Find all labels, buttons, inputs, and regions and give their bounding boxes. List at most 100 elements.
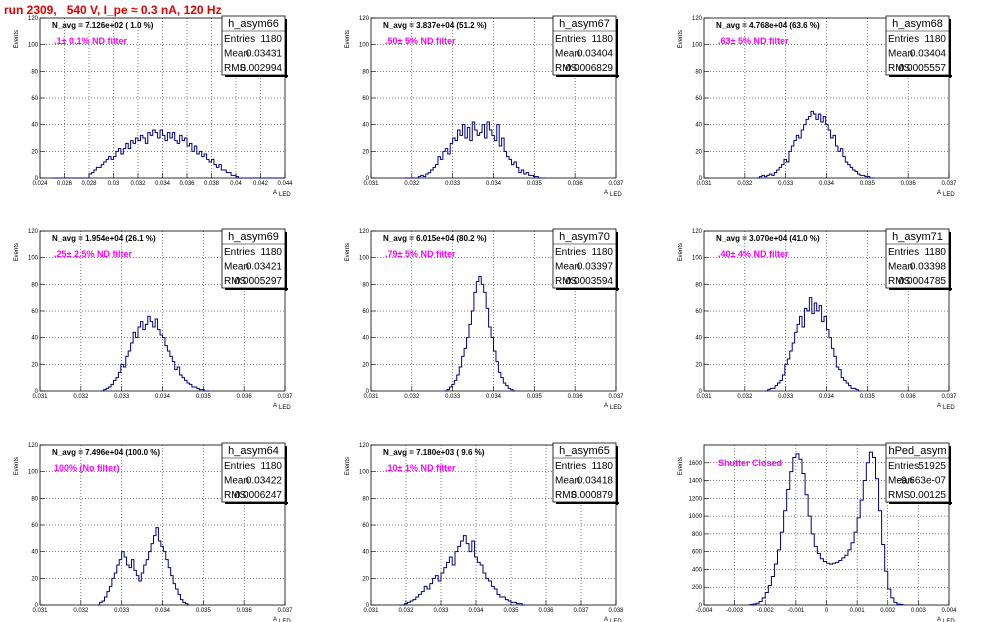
stats-label: RMS xyxy=(555,276,578,287)
x-tick-label: 0.034 xyxy=(486,394,502,400)
x-tick-label: 0.034 xyxy=(468,608,484,614)
y-tick-label: 100 xyxy=(359,470,370,476)
y-tick-label: 120 xyxy=(692,16,703,22)
histogram-series xyxy=(52,129,285,179)
x-axis-label: A xyxy=(604,190,608,196)
x-tick-label: 0.004 xyxy=(941,608,957,614)
y-tick-label: 100 xyxy=(28,43,39,49)
stats-label: RMS xyxy=(224,490,247,501)
filter-label: .10± 1% ND filter xyxy=(385,463,456,473)
x-tick-label: 0.033 xyxy=(778,394,794,400)
x-tick-label: 0.032 xyxy=(73,394,89,400)
x-tick-label: 0.036 xyxy=(237,394,253,400)
stats-label: Mean xyxy=(888,262,913,273)
stats-value: 0.03397 xyxy=(577,262,614,273)
y-tick-label: 20 xyxy=(362,576,369,582)
stats-value: 0.03404 xyxy=(577,49,614,60)
y-tick-label: 0 xyxy=(699,603,703,609)
y-tick-label: 80 xyxy=(362,496,369,502)
y-tick-label: 100 xyxy=(692,256,703,262)
navg-label: N_avg = 6.015e+04 (80.2 %) xyxy=(383,234,487,243)
stats-value: 0.03422 xyxy=(246,476,283,487)
histogram-series xyxy=(765,297,861,392)
x-tick-label: 0 xyxy=(825,608,829,614)
y-tick-label: 0 xyxy=(366,389,370,395)
stats-label: RMS xyxy=(224,63,247,74)
stats-box xyxy=(221,15,286,76)
x-axis-label-subscript: LED xyxy=(279,192,291,198)
y-tick-label: 60 xyxy=(362,523,369,529)
y-tick-label: 120 xyxy=(359,229,370,235)
stats-shadow xyxy=(889,75,952,77)
x-tick-label: 0.038 xyxy=(204,181,220,187)
stats-value: 0.03418 xyxy=(577,476,614,487)
stats-value: 1180 xyxy=(260,461,282,472)
stats-value: 1180 xyxy=(591,461,613,472)
x-tick-label: 0.033 xyxy=(114,394,130,400)
filter-label: .25± 2.5% ND filter xyxy=(54,249,132,259)
x-tick-label: 0.031 xyxy=(696,181,712,187)
x-tick-label: 0.031 xyxy=(363,394,379,400)
histogram-panel-h_asym66: 0.024 0.026 0.028 0.03 0.032 0.034 0.036 0.038 0… xyxy=(14,15,293,198)
y-tick-label: 80 xyxy=(31,496,38,502)
stats-shadow xyxy=(225,75,288,77)
stats-value: 0.0005557 xyxy=(899,63,947,74)
x-tick-label: 0.036 xyxy=(179,181,195,187)
x-axis-label-subscript: LED xyxy=(610,619,622,622)
stats-shadow xyxy=(889,288,952,290)
y-axis-label: Events xyxy=(678,30,684,48)
stats-shadow xyxy=(889,502,952,504)
stats-value: 0.03431 xyxy=(246,49,283,60)
y-tick-label: 80 xyxy=(695,282,702,288)
stats-label: Entries xyxy=(888,247,919,258)
stats-value: 0.0003594 xyxy=(566,276,614,287)
y-tick-label: 0 xyxy=(699,176,703,182)
stats-label: Mean xyxy=(888,476,913,487)
x-axis-label-subscript: LED xyxy=(279,405,291,411)
y-tick-label: 80 xyxy=(362,282,369,288)
y-tick-label: 0 xyxy=(366,603,370,609)
y-tick-label: 80 xyxy=(31,282,38,288)
y-tick-label: 120 xyxy=(359,16,370,22)
x-tick-label: 0.033 xyxy=(445,181,461,187)
y-tick-label: 1400 xyxy=(689,479,703,485)
filter-label: .40± 4% ND filter xyxy=(718,249,789,259)
stats-value: 0.0005297 xyxy=(235,276,283,287)
stats-shadow xyxy=(225,502,288,504)
histogram-panel-h_asym67: 0.031 0.032 0.033 0.034 0.035 0.036 0.037 0 20 40… xyxy=(345,15,624,198)
stats-label: Entries xyxy=(555,461,586,472)
y-axis-label: Events xyxy=(678,457,684,475)
y-tick-label: 60 xyxy=(31,96,38,102)
stats-value: 1180 xyxy=(924,247,946,258)
stats-value: 0.00125 xyxy=(910,490,947,501)
x-tick-label: -0.004 xyxy=(695,608,713,614)
x-tick-label: 0.038 xyxy=(608,608,624,614)
x-tick-label: 0.035 xyxy=(860,181,876,187)
x-tick-label: 0.034 xyxy=(819,394,835,400)
x-axis-label: A xyxy=(937,617,941,622)
histogram-panel-h_asym68: 0.031 0.032 0.033 0.034 0.035 0.036 0.037 0 20 40… xyxy=(678,15,957,198)
stats-label: Entries xyxy=(555,247,586,258)
x-tick-label: 0.031 xyxy=(32,394,48,400)
x-tick-label: 0.036 xyxy=(538,608,554,614)
y-tick-label: 20 xyxy=(695,362,702,368)
navg-label: N_avg = 7.180e+03 ( 9.6 %) xyxy=(383,448,485,457)
histogram-name: h_asym71 xyxy=(892,231,943,243)
histogram-series xyxy=(97,527,191,606)
x-tick-label: 0.035 xyxy=(527,181,543,187)
stats-label: RMS xyxy=(888,63,911,74)
x-axis-label: A xyxy=(273,403,277,409)
y-tick-label: 40 xyxy=(362,123,369,129)
stats-shadow xyxy=(285,232,287,291)
y-tick-label: 120 xyxy=(28,443,39,449)
x-tick-label: 0.032 xyxy=(398,608,414,614)
x-axis-label: A xyxy=(604,403,608,409)
y-tick-label: 400 xyxy=(692,567,703,573)
y-tick-label: 20 xyxy=(695,149,702,155)
y-tick-label: 60 xyxy=(31,309,38,315)
y-tick-label: 100 xyxy=(359,256,370,262)
stats-label: Mean xyxy=(224,262,249,273)
x-axis-label: A xyxy=(273,617,277,622)
y-tick-label: 20 xyxy=(31,149,38,155)
x-tick-label: 0.003 xyxy=(911,608,927,614)
